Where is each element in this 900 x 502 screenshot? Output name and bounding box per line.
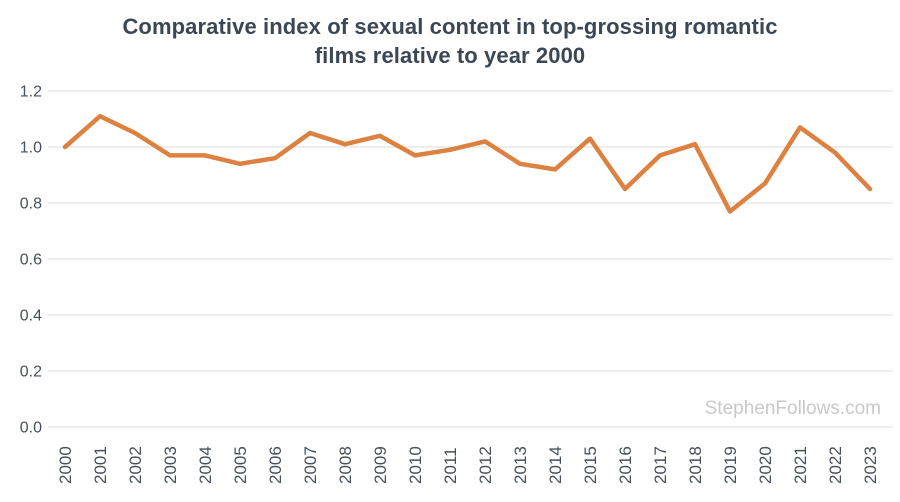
svg-text:2019: 2019 [721, 446, 740, 484]
svg-text:0.0: 0.0 [20, 420, 42, 437]
svg-text:2016: 2016 [616, 446, 635, 484]
svg-text:2006: 2006 [266, 446, 285, 484]
svg-text:2013: 2013 [511, 446, 530, 484]
svg-text:2001: 2001 [91, 446, 110, 484]
svg-text:0.2: 0.2 [20, 364, 42, 381]
svg-text:2003: 2003 [161, 446, 180, 484]
svg-text:2021: 2021 [791, 446, 810, 484]
svg-text:0.6: 0.6 [20, 252, 42, 269]
chart-title: Comparative index of sexual content in t… [0, 12, 900, 70]
svg-text:2015: 2015 [581, 446, 600, 484]
x-axis-labels: 2000 2001 2002 2003 2004 2005 2006 2007 2008 2009… [56, 446, 880, 484]
svg-text:2005: 2005 [231, 446, 250, 484]
watermark: StephenFollows.com [704, 398, 881, 419]
gridlines [48, 90, 893, 428]
y-axis-labels: 0.0 0.2 0.4 0.6 0.8 1.0 1.2 [20, 84, 42, 437]
data-line [62, 113, 873, 214]
svg-text:1.0: 1.0 [20, 140, 42, 157]
svg-text:2017: 2017 [651, 446, 670, 484]
svg-text:2004: 2004 [196, 446, 215, 484]
svg-text:2014: 2014 [546, 446, 565, 484]
chart-title-line1: Comparative index of sexual content in t… [122, 14, 778, 39]
svg-text:2020: 2020 [756, 446, 775, 484]
chart-title-line2: films relative to year 2000 [314, 43, 586, 68]
svg-text:1.2: 1.2 [20, 84, 42, 101]
svg-text:2007: 2007 [301, 446, 320, 484]
svg-text:0.8: 0.8 [20, 196, 42, 213]
svg-text:2000: 2000 [56, 446, 75, 484]
svg-text:2018: 2018 [686, 446, 705, 484]
svg-text:2023: 2023 [861, 446, 880, 484]
svg-text:2008: 2008 [336, 446, 355, 484]
svg-text:0.4: 0.4 [20, 308, 42, 325]
svg-text:2010: 2010 [406, 446, 425, 484]
svg-text:2012: 2012 [476, 446, 495, 484]
svg-text:2011: 2011 [441, 447, 460, 484]
svg-text:2009: 2009 [371, 446, 390, 484]
svg-text:2022: 2022 [826, 446, 845, 484]
svg-text:2002: 2002 [126, 446, 145, 484]
